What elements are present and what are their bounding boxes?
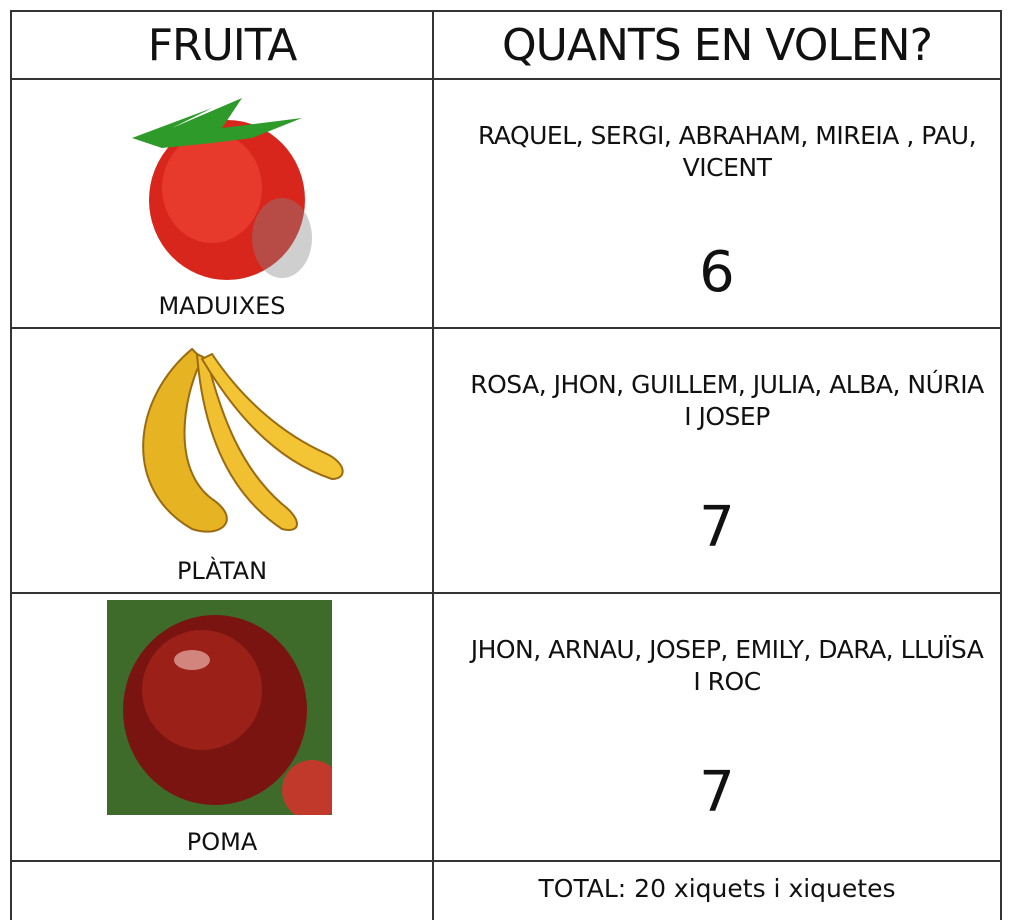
apple-image [107, 600, 332, 815]
fruit-cell: POMA [10, 592, 432, 860]
fruit-cell: PLÀTAN [10, 327, 432, 592]
fruit-name: POMA [186, 828, 258, 856]
fruit-name: MADUIXES [158, 292, 286, 320]
count: 7 [699, 495, 735, 560]
names-cell: RAQUEL, SERGI, ABRAHAM, MIREIA , PAU, VI… [432, 78, 1002, 327]
count: 6 [699, 240, 735, 305]
total-cell: TOTAL: 20 xiquets i xiquetes [432, 860, 1002, 920]
header-text: QUANTS EN VOLEN? [502, 19, 933, 71]
strawberry-image [132, 98, 312, 280]
header-text: FRUITA [147, 19, 298, 71]
names: RAQUEL, SERGI, ABRAHAM, MIREIA , PAU, VI… [477, 121, 977, 182]
header-cell: FRUITA [10, 10, 432, 78]
empty-cell [10, 860, 432, 920]
header-cell: QUANTS EN VOLEN? [432, 10, 1002, 78]
names: ROSA, JHON, GUILLEM, JULIA, ALBA, NÚRIA … [470, 370, 984, 431]
fruit-name: PLÀTAN [176, 557, 268, 585]
fruit-cell: MADUIXES [10, 78, 432, 327]
names-cell: ROSA, JHON, GUILLEM, JULIA, ALBA, NÚRIA … [432, 327, 1002, 592]
count: 7 [699, 760, 735, 825]
names: JHON, ARNAU, JOSEP, EMILY, DARA, LLUÏSA … [470, 635, 984, 696]
total-text: TOTAL: 20 xiquets i xiquetes [538, 874, 896, 903]
names-cell: JHON, ARNAU, JOSEP, EMILY, DARA, LLUÏSA … [432, 592, 1002, 860]
banana-image [142, 347, 344, 533]
